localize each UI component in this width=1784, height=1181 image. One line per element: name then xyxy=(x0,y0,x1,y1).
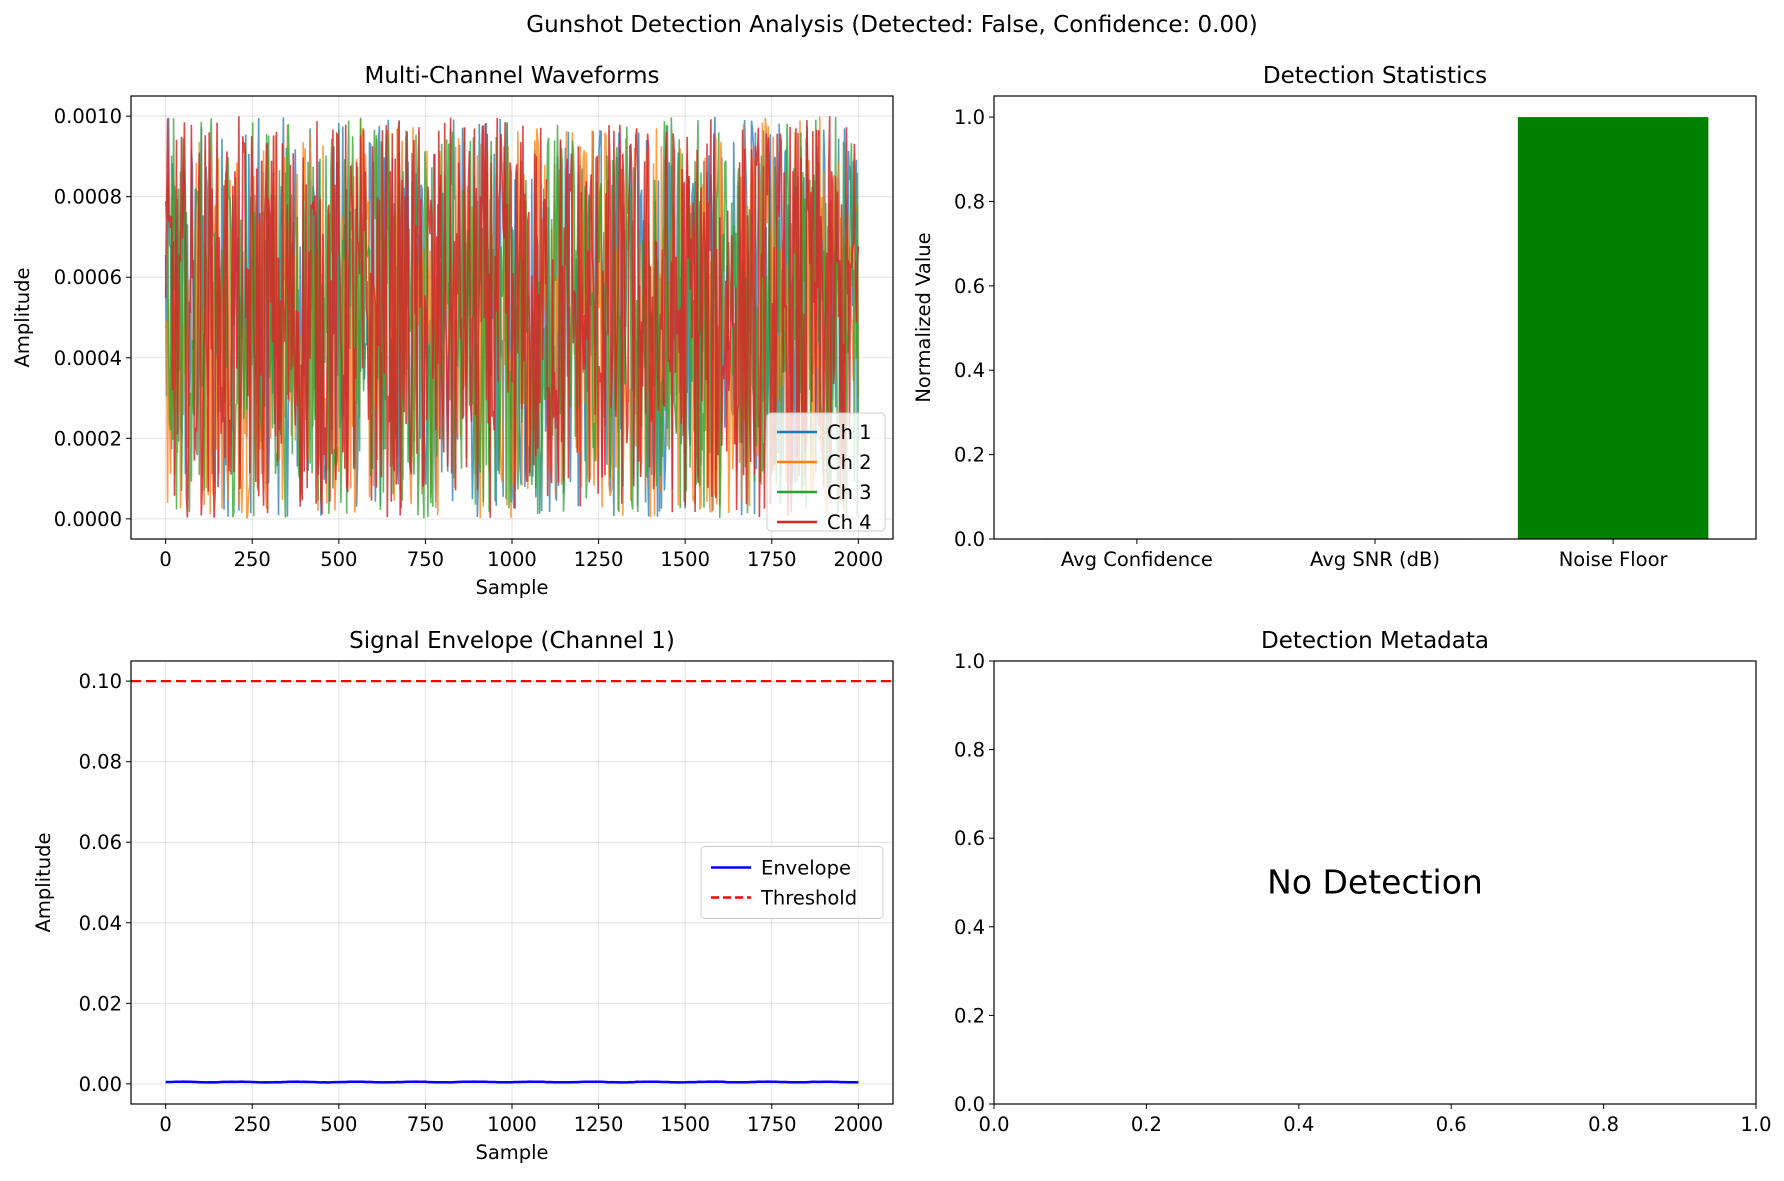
waveforms-frame xyxy=(130,95,894,540)
statistics-ytick-label: 0.6 xyxy=(954,275,985,298)
metadata-ytick-label: 0.4 xyxy=(954,916,985,939)
waveforms-legend-label: Ch 4 xyxy=(827,511,872,534)
statistics-title: Detection Statistics xyxy=(1263,63,1487,89)
envelope-frame xyxy=(130,660,894,1105)
envelope-xtick-label: 1500 xyxy=(660,1113,710,1136)
waveforms-ylabel: Amplitude xyxy=(11,268,34,368)
envelope-xtick-label: 1250 xyxy=(574,1113,624,1136)
envelope-ytick-label: 0.06 xyxy=(79,831,122,854)
waveforms-xtick-label: 1000 xyxy=(487,548,537,571)
waveforms-ytick-label: 0.0008 xyxy=(54,186,122,209)
metadata-xtick-label: 0.2 xyxy=(1131,1113,1162,1136)
envelope-ytick-label: 0.04 xyxy=(79,912,122,935)
waveforms-xtick-label: 250 xyxy=(234,548,271,571)
envelope-xtick-label: 750 xyxy=(407,1113,444,1136)
envelope-legend-label: Threshold xyxy=(760,887,857,910)
metadata-ytick-label: 0.6 xyxy=(954,827,985,850)
statistics-category-label: Avg SNR (dB) xyxy=(1310,548,1440,571)
statistics-ytick-label: 0.8 xyxy=(954,190,985,213)
bar-noise-floor xyxy=(1517,117,1709,539)
metadata-xtick-label: 0.4 xyxy=(1283,1113,1314,1136)
metadata-xtick-label: 0.0 xyxy=(978,1113,1009,1136)
envelope-ytick-label: 0.02 xyxy=(79,992,122,1015)
envelope-title: Signal Envelope (Channel 1) xyxy=(349,628,675,654)
metadata-ytick-label: 1.0 xyxy=(954,650,985,673)
metadata-frame xyxy=(993,660,1757,1105)
statistics-ylabel: Normalized Value xyxy=(912,232,935,402)
waveforms-ytick-label: 0.0006 xyxy=(54,266,122,289)
waveforms-xtick-label: 2000 xyxy=(834,548,884,571)
envelope-xlabel: Sample xyxy=(475,1141,548,1164)
envelope-line xyxy=(165,1080,859,1084)
metadata-ytick-label: 0.2 xyxy=(954,1004,985,1027)
metadata-xtick-label: 1.0 xyxy=(1740,1113,1771,1136)
envelope-ytick-label: 0.00 xyxy=(79,1073,122,1096)
envelope-xtick-label: 1000 xyxy=(487,1113,537,1136)
waveforms-legend-label: Ch 1 xyxy=(827,421,872,444)
statistics-category-label: Noise Floor xyxy=(1559,548,1669,571)
no-detection-label: No Detection xyxy=(1267,863,1483,902)
metadata-xtick-label: 0.8 xyxy=(1588,1113,1619,1136)
waveforms-xtick-label: 1750 xyxy=(747,548,797,571)
envelope-ylabel: Amplitude xyxy=(32,833,55,933)
waveforms-ytick-label: 0.0004 xyxy=(54,347,122,370)
waveforms-xtick-label: 1500 xyxy=(660,548,710,571)
waveforms-ytick-label: 0.0002 xyxy=(54,427,122,450)
waveforms-xtick-label: 0 xyxy=(159,548,171,571)
statistics-frame xyxy=(993,95,1757,540)
waveforms-legend-box xyxy=(766,412,886,532)
figure-title: Gunshot Detection Analysis (Detected: Fa… xyxy=(526,12,1257,38)
statistics-ytick-label: 0.0 xyxy=(954,528,985,551)
waveforms-xtick-label: 500 xyxy=(320,548,357,571)
statistics-ytick-label: 0.2 xyxy=(954,444,985,467)
waveforms-legend-label: Ch 3 xyxy=(827,481,872,504)
statistics-ytick-label: 1.0 xyxy=(954,106,985,129)
metadata-xtick-label: 0.6 xyxy=(1436,1113,1467,1136)
statistics-category-label: Avg Confidence xyxy=(1061,548,1213,571)
envelope-xtick-label: 500 xyxy=(320,1113,357,1136)
metadata-title: Detection Metadata xyxy=(1261,628,1489,654)
envelope-ytick-label: 0.10 xyxy=(79,670,122,693)
statistics-ytick-label: 0.4 xyxy=(954,359,985,382)
envelope-ytick-label: 0.08 xyxy=(79,751,122,774)
envelope-xtick-label: 250 xyxy=(234,1113,271,1136)
waveforms-xlabel: Sample xyxy=(475,576,548,599)
waveform-line-ch4 xyxy=(164,116,860,518)
waveforms-title: Multi-Channel Waveforms xyxy=(365,63,660,89)
envelope-xtick-label: 0 xyxy=(159,1113,171,1136)
envelope-legend-label: Envelope xyxy=(761,857,851,880)
waveforms-ytick-label: 0.0010 xyxy=(54,105,122,128)
metadata-ytick-label: 0.8 xyxy=(954,739,985,762)
waveforms-xtick-label: 1250 xyxy=(574,548,624,571)
waveforms-legend-label: Ch 2 xyxy=(827,451,872,474)
waveforms-xtick-label: 750 xyxy=(407,548,444,571)
waveforms-ytick-label: 0.0000 xyxy=(54,508,122,531)
envelope-legend-box xyxy=(700,846,884,919)
envelope-xtick-label: 2000 xyxy=(834,1113,884,1136)
metadata-ytick-label: 0.0 xyxy=(954,1093,985,1116)
envelope-xtick-label: 1750 xyxy=(747,1113,797,1136)
